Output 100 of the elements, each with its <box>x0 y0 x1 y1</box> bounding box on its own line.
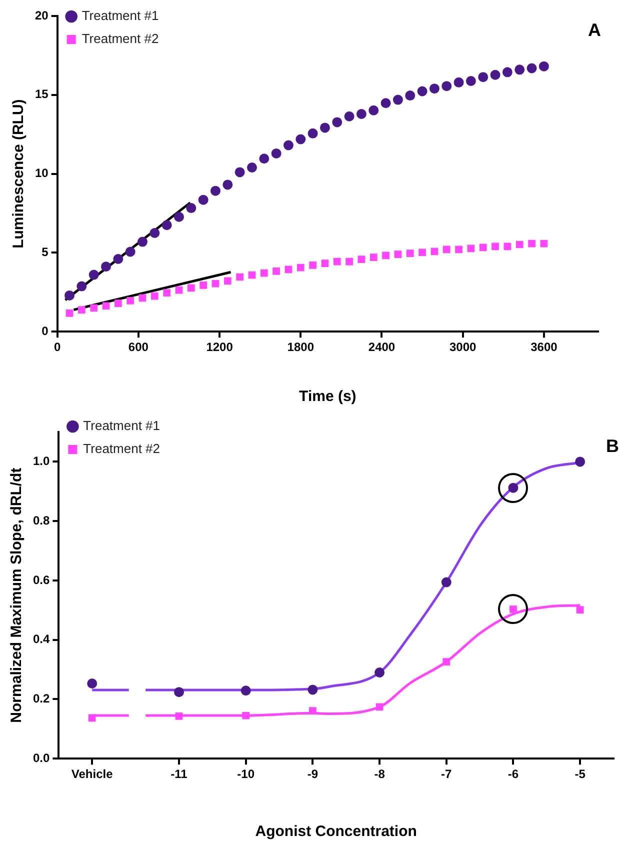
y-axis-title: Luminescence (RLU) <box>10 99 28 248</box>
point <box>309 261 316 269</box>
point <box>236 273 244 281</box>
x-tick-label: -6 <box>508 767 519 782</box>
x-tick-label: -5 <box>574 767 586 782</box>
y-tick-label: 0.2 <box>32 692 50 706</box>
point <box>87 678 98 688</box>
point <box>309 707 316 714</box>
x-tick-label: 1200 <box>206 340 234 354</box>
x-tick-label: 2400 <box>368 340 396 354</box>
point <box>222 180 233 190</box>
point <box>516 240 524 248</box>
point <box>242 712 250 720</box>
point <box>478 72 488 82</box>
point <box>356 108 366 119</box>
x-tick-label: -11 <box>170 767 188 782</box>
point <box>174 212 184 222</box>
point <box>126 296 134 304</box>
point <box>272 267 280 275</box>
point <box>296 134 306 144</box>
point <box>417 86 428 96</box>
point <box>441 577 452 588</box>
y-axis-title: Normalized Maximum Slope, dRL/dt <box>8 468 26 723</box>
point <box>150 228 160 238</box>
x-tick-label: -7 <box>441 767 452 782</box>
point <box>88 270 99 280</box>
point <box>66 309 74 317</box>
point <box>198 194 208 205</box>
point <box>380 98 391 108</box>
x-axis-title: Time (s) <box>299 388 356 406</box>
point <box>308 684 318 695</box>
point <box>240 686 251 696</box>
point <box>175 286 183 294</box>
point <box>490 70 500 80</box>
x-tick-label: 1800 <box>287 340 314 354</box>
point <box>374 667 385 678</box>
point <box>102 302 110 310</box>
point <box>174 687 184 698</box>
point <box>114 300 122 308</box>
y-tick-label: 1.0 <box>32 454 50 468</box>
point <box>101 262 112 272</box>
point <box>320 122 330 133</box>
y-tick-label: 0.8 <box>32 513 50 528</box>
point <box>406 250 414 258</box>
point <box>514 64 525 75</box>
point <box>308 128 318 138</box>
point <box>368 105 379 116</box>
legend-label: Treatment #2 <box>83 441 160 456</box>
point <box>64 290 75 300</box>
point <box>492 242 499 250</box>
point <box>212 280 220 288</box>
point <box>246 162 257 172</box>
point <box>394 250 402 258</box>
annotation: A <box>588 20 601 40</box>
x-tick-label: 3600 <box>530 340 558 354</box>
point <box>210 186 220 196</box>
point <box>576 606 584 614</box>
x-tick-label: Vehicle <box>71 767 114 782</box>
x-tick-label: -10 <box>237 767 255 782</box>
point <box>271 148 282 158</box>
y-tick-label: 0 <box>42 324 49 338</box>
point <box>442 658 450 666</box>
legend-label: Treatment #2 <box>82 31 159 46</box>
point <box>502 67 512 78</box>
point <box>392 94 403 105</box>
x-axis-title: Agonist Concentration <box>255 823 417 840</box>
point <box>442 81 452 92</box>
point <box>540 240 548 248</box>
point <box>526 63 537 74</box>
point <box>430 248 438 256</box>
point <box>455 246 462 254</box>
y-tick-label: 0.0 <box>32 750 50 765</box>
point <box>429 84 440 94</box>
legend-label: Treatment #1 <box>82 8 159 24</box>
point <box>138 294 146 302</box>
point <box>321 260 329 267</box>
point <box>284 266 292 274</box>
y-tick-label: 15 <box>34 87 49 102</box>
point <box>344 111 354 122</box>
point <box>90 304 98 312</box>
point <box>234 167 245 178</box>
point <box>78 306 86 314</box>
point <box>296 264 304 272</box>
point <box>346 258 353 266</box>
x-tick-label: 3000 <box>449 340 477 354</box>
y-tick-label: 10 <box>34 166 49 180</box>
x-tick-label: 0 <box>54 340 62 354</box>
annotation: B <box>606 436 619 456</box>
point <box>200 282 208 289</box>
x-tick-label: 600 <box>128 340 149 354</box>
legend-label: Treatment #1 <box>83 418 160 434</box>
point <box>150 292 158 300</box>
point <box>528 240 536 248</box>
y-tick-label: 20 <box>34 8 49 22</box>
point <box>187 284 195 292</box>
x-tick-label: -9 <box>307 767 318 782</box>
point <box>163 289 171 296</box>
point <box>259 154 270 164</box>
point <box>333 258 341 266</box>
point <box>454 77 464 88</box>
